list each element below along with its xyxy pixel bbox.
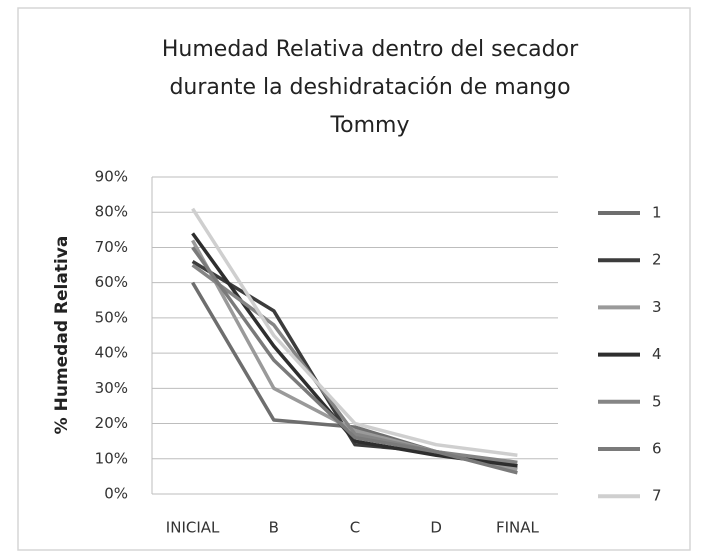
chart-title: Tommy [329,113,409,138]
chart-title: durante la deshidratación de mango [169,75,570,100]
legend-label: 2 [652,251,662,269]
series-line [191,263,518,465]
x-tick-label: B [269,519,279,537]
y-tick-label: 30% [95,379,128,397]
legend-label: 1 [652,204,662,222]
y-tick-label: 60% [95,273,128,291]
x-tick-label: C [350,519,360,537]
chart-frame [17,7,691,551]
y-tick-label: 80% [95,203,128,221]
x-tick-label: FINAL [496,519,540,537]
x-tick-label: D [430,519,442,537]
series-line [191,207,518,457]
legend-label: 7 [652,487,662,505]
legend-label: 3 [652,298,662,316]
legend-label: 4 [652,345,662,363]
legend-label: 6 [652,440,662,458]
y-tick-label: 40% [95,344,128,362]
x-tick-label: INICIAL [166,519,220,537]
series-line [191,246,518,475]
y-tick-label: 10% [95,449,128,467]
y-tick-label: 70% [95,238,128,256]
legend-label: 5 [652,392,662,410]
y-tick-label: 90% [95,168,128,186]
y-tick-label: 0% [104,485,128,503]
y-tick-label: 50% [95,308,128,326]
y-axis-title: % Humedad Relativa [52,236,72,435]
y-tick-label: 20% [95,414,128,432]
chart-title: Humedad Relativa dentro del secador [162,37,579,62]
